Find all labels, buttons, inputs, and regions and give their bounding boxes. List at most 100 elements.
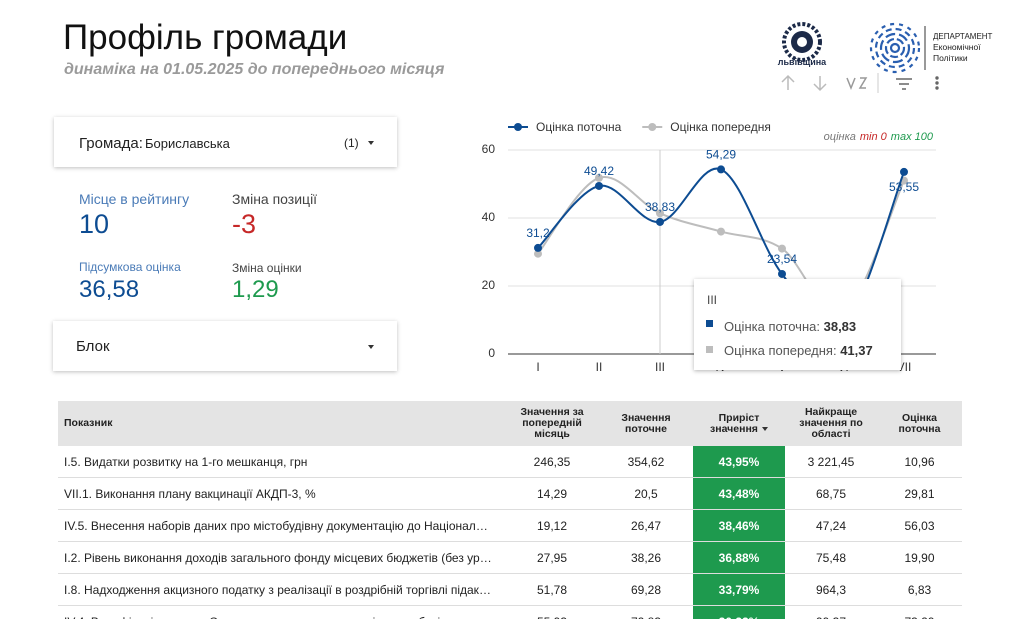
column-title: Значення за попередній місяць <box>520 406 584 440</box>
y-tick-label: 0 <box>488 346 495 360</box>
table-cell: 26,47 <box>599 509 693 542</box>
table-cell: 99,37 <box>785 605 877 619</box>
kpi-label: Підсумкова оцінка <box>79 260 181 274</box>
data-point <box>595 181 603 190</box>
x-tick-label: II <box>596 360 603 374</box>
tooltip-value: 41,37 <box>840 343 873 358</box>
department-logo <box>869 22 921 74</box>
region-logo: львівщина <box>778 22 827 67</box>
table-cell: 29,81 <box>877 477 962 510</box>
table-row: IV.5. Внесення наборів даних про містобу… <box>58 509 962 542</box>
data-point <box>717 165 725 174</box>
data-point <box>534 243 542 252</box>
tooltip: III Оцінка поточна: 38,83 Оцінка поперед… <box>694 279 901 370</box>
table-cell: 69,28 <box>599 573 693 606</box>
column-header: Значення за попередній місяць <box>505 401 599 446</box>
table-cell: 73,29 <box>877 605 962 619</box>
table-cell: 30,22% <box>693 605 785 619</box>
column-header: Значення поточне <box>599 401 693 446</box>
filter-count: (1) <box>344 136 359 150</box>
annotation: оцінка min 0 max 100 <box>824 131 934 143</box>
data-point <box>534 249 542 258</box>
table-cell: 72,83 <box>599 605 693 619</box>
column-title: Значення поточне <box>621 411 671 435</box>
table-cell: 19,90 <box>877 541 962 574</box>
table-row: VII.1. Виконання плану вакцинації АКДП-3… <box>58 477 962 510</box>
indicator-table: Показник Значення за попередній місяць Зна… <box>58 401 962 619</box>
kpi-value: 1,29 <box>232 276 279 303</box>
data-point <box>656 209 664 218</box>
kpi-label: Зміна оцінки <box>232 261 302 275</box>
table-cell: 55,93 <box>505 605 599 619</box>
data-point <box>778 269 786 278</box>
table-cell: 14,29 <box>505 477 599 510</box>
annotation-part: min 0 <box>860 131 888 143</box>
y-tick-label: 20 <box>482 278 496 292</box>
table-cell: 20,5 <box>599 477 693 510</box>
data-label: 54,29 <box>706 148 736 162</box>
table-cell: 75,48 <box>785 541 877 574</box>
data-label: 38,83 <box>645 200 675 214</box>
filter-value: Бориславська <box>145 136 230 151</box>
toolbar[interactable] <box>781 73 939 93</box>
block-filter[interactable]: Блок <box>53 321 397 371</box>
filter-label: Блок <box>76 338 110 355</box>
data-point <box>717 227 725 236</box>
tooltip-row: Оцінка попередня: 41,37 <box>724 343 873 358</box>
tooltip-swatch <box>706 346 713 353</box>
kpi-value: 36,58 <box>79 276 140 303</box>
region-name: львівщина <box>778 57 827 67</box>
table-cell: 19,12 <box>505 509 599 542</box>
tooltip-swatch <box>706 320 713 327</box>
data-label: 53,55 <box>889 180 919 194</box>
dropdown-caret <box>368 345 374 349</box>
column-header[interactable]: Приріст значення <box>693 401 785 446</box>
tooltip-label: Оцінка поточна: <box>724 319 820 334</box>
tooltip-label: Оцінка попередня: <box>724 343 837 358</box>
table-body: I.5. Видатки розвитку на 1-го мешканця, … <box>58 446 962 619</box>
table-cell: 47,24 <box>785 509 877 542</box>
table-cell: 33,79% <box>693 573 785 606</box>
kpi-value: -3 <box>232 209 257 239</box>
table-cell: 38,26 <box>599 541 693 574</box>
data-point <box>656 217 664 226</box>
data-label: 31,2 <box>526 226 550 240</box>
data-point <box>595 173 603 182</box>
x-tick-label: I <box>536 360 539 374</box>
table-cell: 38,46% <box>693 509 785 542</box>
legend-label: Оцінка попередня <box>670 120 771 134</box>
table-cell: 51,78 <box>505 573 599 606</box>
column-title: Приріст значення <box>710 411 760 435</box>
legend-marker <box>514 123 522 131</box>
table-row: I.5. Видатки розвитку на 1-го мешканця, … <box>58 446 962 478</box>
logos-toolbar: львівщина ДЕПАРТАМЕНТ Економічної Політи… <box>778 22 993 93</box>
table-cell: 964,3 <box>785 573 877 606</box>
table-cell: 10,96 <box>877 446 962 478</box>
page-subtitle: динаміка на 01.05.2025 до попереднього м… <box>64 61 445 78</box>
column-title: Показник <box>64 417 113 429</box>
column-header: Оцінка поточна <box>877 401 962 446</box>
table-row: I.8. Надходження акцизного податку з реа… <box>58 573 962 606</box>
filter-label: Громада: <box>79 135 143 152</box>
table-cell: 36,88% <box>693 541 785 574</box>
column-title: Оцінка поточна <box>898 411 941 435</box>
table-cell: 3 221,45 <box>785 446 877 478</box>
legend-label: Оцінка поточна <box>536 120 622 134</box>
table-cell: 43,48% <box>693 477 785 510</box>
table-cell: 6,83 <box>877 573 962 606</box>
y-tick-label: 60 <box>482 142 496 156</box>
data-point <box>900 167 908 176</box>
column-title: Найкраще значення по області <box>799 406 863 440</box>
table-cell: 68,75 <box>785 477 877 510</box>
tooltip-row: Оцінка поточна: 38,83 <box>724 319 856 334</box>
department-line: ДЕПАРТАМЕНТ <box>933 32 993 41</box>
table-row: I.2. Рівень виконання доходів загального… <box>58 541 962 574</box>
legend-marker <box>648 123 657 131</box>
community-filter[interactable]: Громада: Бориславська (1) <box>54 117 397 167</box>
table-cell: 246,35 <box>505 446 599 478</box>
table-cell: 354,62 <box>599 446 693 478</box>
table-cell: 27,95 <box>505 541 599 574</box>
department-line: Політики <box>933 53 968 63</box>
indicator-name: I.2. Рівень виконання доходів загального… <box>58 541 505 574</box>
